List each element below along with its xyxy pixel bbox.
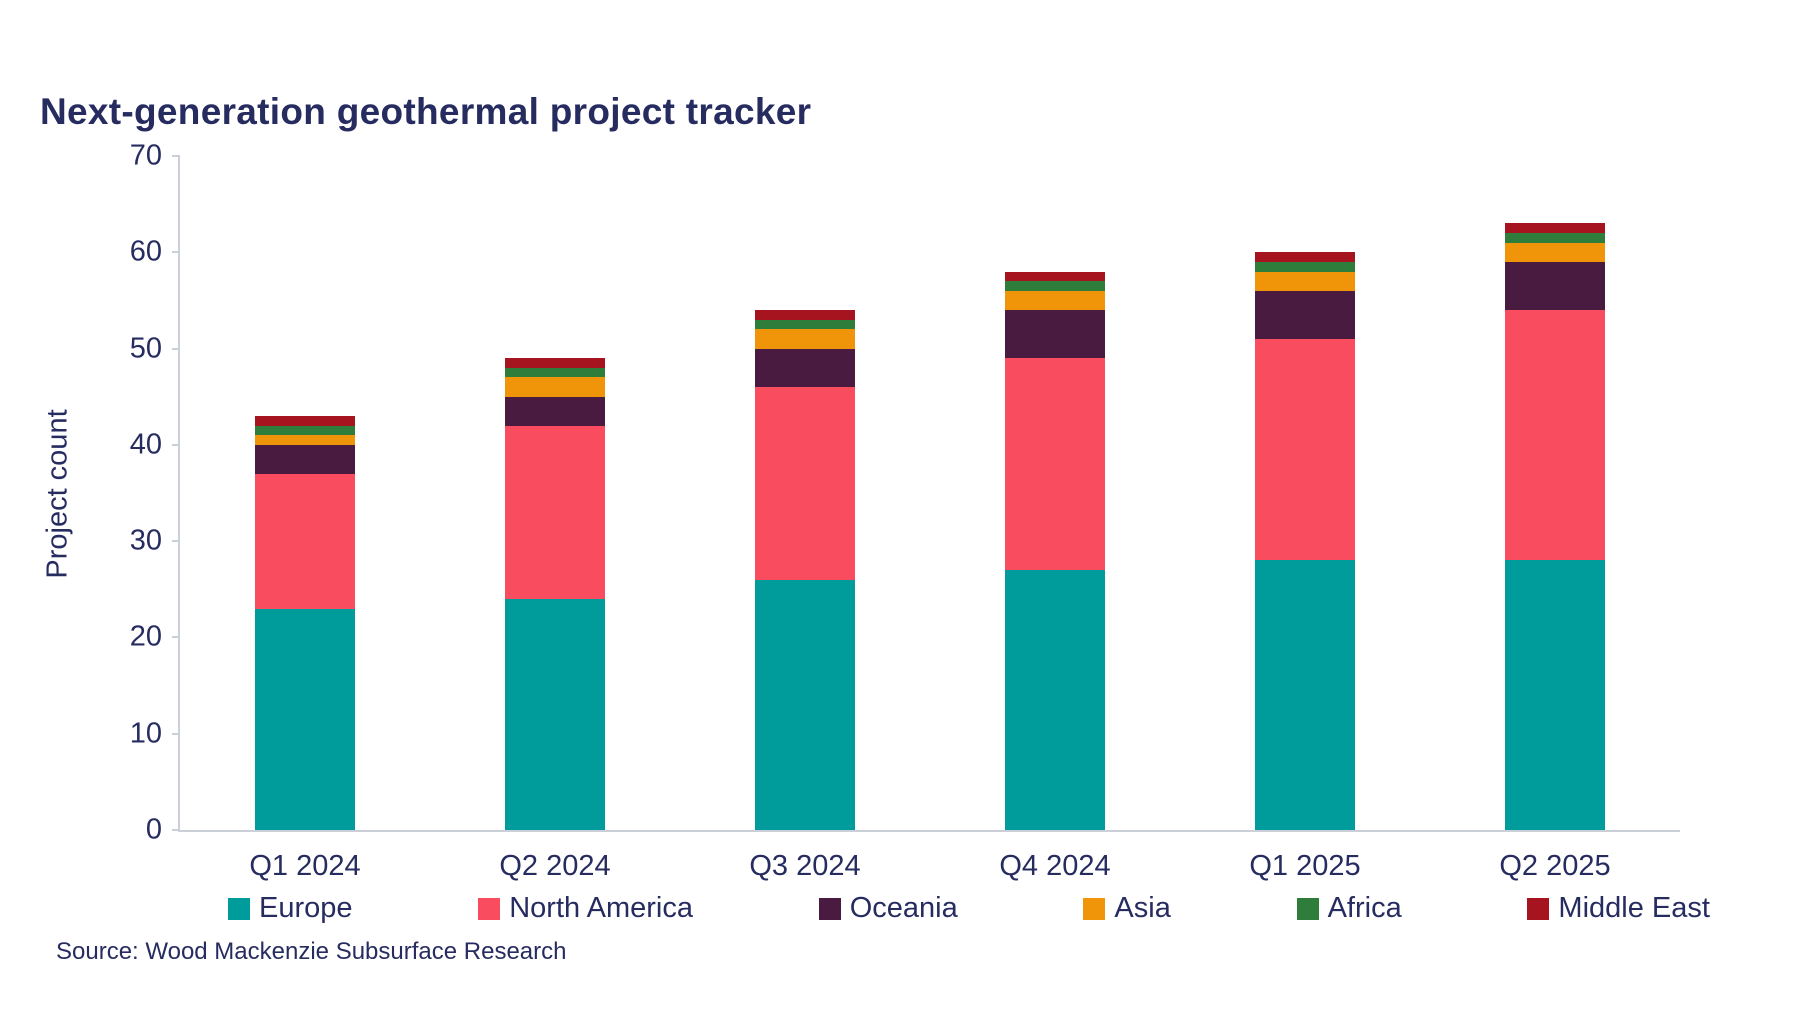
bar-segment-europe [505,598,605,830]
legend-swatch-africa [1296,897,1319,920]
bar-segment-asia [255,435,355,445]
bar-segment-north-america [1005,358,1105,571]
bar-q4-2024 [1005,271,1105,830]
chart-title: Next-generation geothermal project track… [40,90,812,132]
x-tick-label-q4-2024: Q4 2024 [999,850,1111,882]
x-tick-label-q3-2024: Q3 2024 [749,850,861,882]
bar-segment-oceania [505,396,605,426]
legend: Europe North America Oceania Asia Africa Midd… [228,892,1710,925]
y-tick-mark [172,251,180,254]
legend-item-oceania: Oceania [818,892,958,925]
bar-segment-oceania [755,348,855,388]
bar-segment-asia [1505,242,1605,262]
legend-label-north-america: North America [509,892,693,924]
x-tick-label-q1-2025: Q1 2025 [1249,850,1361,882]
bar-segment-middle-east [755,310,855,320]
y-tick-label-10: 10 [129,717,162,750]
bar-segment-asia [1005,290,1105,311]
y-tick-label-20: 20 [129,620,162,653]
bar-segment-europe [255,608,355,830]
bar-segment-middle-east [255,416,355,426]
bar-segment-middle-east [1505,223,1605,234]
bar-segment-middle-east [505,358,605,368]
y-tick-label-0: 0 [145,813,162,846]
bar-segment-europe [755,579,855,830]
bar-segment-asia [505,377,605,397]
bar-segment-asia [755,329,855,349]
bar-segment-africa [755,319,855,330]
y-tick-mark [172,155,180,157]
plot-area: 0 10 20 30 40 50 60 70 Q1 2024 Q2 2024 Q3 2024 Q4 2… [130,141,1680,882]
bar-segment-oceania [255,444,355,474]
bar-segment-middle-east [1255,252,1355,262]
bar-q2-2024 [505,358,605,830]
y-tick-label-40: 40 [129,428,162,461]
bar-segment-africa [1255,261,1355,272]
legend-label-europe: Europe [259,892,353,924]
legend-label-asia: Asia [1114,892,1171,924]
legend-label-middle-east: Middle East [1558,892,1710,924]
legend-item-asia: Asia [1083,892,1171,925]
bar-q1-2024 [255,416,355,830]
bar-segment-africa [255,425,355,436]
legend-swatch-north-america [478,897,501,920]
bar-segment-africa [1005,281,1105,291]
bar-segment-europe [1505,560,1605,830]
legend-label-oceania: Oceania [849,892,958,924]
y-tick-label-30: 30 [129,524,162,557]
y-tick-mark [172,636,180,639]
y-tick-mark [172,443,180,446]
legend-swatch-asia [1083,897,1106,920]
y-tick-mark [172,829,180,831]
bar-q3-2024 [755,310,855,830]
bar-q2-2025 [1505,223,1605,830]
legend-label-africa: Africa [1327,892,1402,924]
bar-segment-asia [1255,271,1355,291]
bar-segment-north-america [1505,310,1605,561]
bar-segment-middle-east [1005,271,1105,282]
y-tick-label-60: 60 [129,235,162,268]
y-axis-title: Project count [41,409,74,579]
x-tick-label-q1-2024: Q1 2024 [249,850,361,882]
bar-segment-oceania [1255,290,1355,339]
bar-q1-2025 [1255,252,1355,830]
y-tick-mark [172,347,180,350]
legend-item-europe: Europe [228,892,353,925]
legend-swatch-europe [228,897,250,920]
bar-segment-europe [1255,560,1355,830]
legend-item-middle-east: Middle East [1527,892,1710,925]
bar-segment-north-america [1255,338,1355,561]
legend-swatch-oceania [818,897,841,920]
bar-segment-north-america [255,473,355,609]
bar-segment-oceania [1505,261,1605,311]
y-tick-mark [172,540,180,543]
y-tick-label-50: 50 [129,332,162,365]
legend-item-africa: Africa [1296,892,1402,925]
bar-segment-oceania [1005,310,1105,359]
bar-segment-africa [1505,233,1605,243]
legend-swatch-middle-east [1527,897,1550,920]
x-tick-label-q2-2025: Q2 2025 [1499,850,1611,882]
bar-segment-north-america [505,425,605,599]
x-tick-label-q2-2024: Q2 2024 [499,850,611,882]
y-tick-label-70: 70 [129,139,162,172]
legend-item-north-america: North America [478,892,693,925]
bar-segment-africa [505,367,605,378]
y-tick-mark [172,732,180,735]
bar-segment-europe [1005,570,1105,830]
bar-segment-north-america [755,387,855,580]
source-note: Source: Wood Mackenzie Subsurface Resear… [56,938,567,965]
